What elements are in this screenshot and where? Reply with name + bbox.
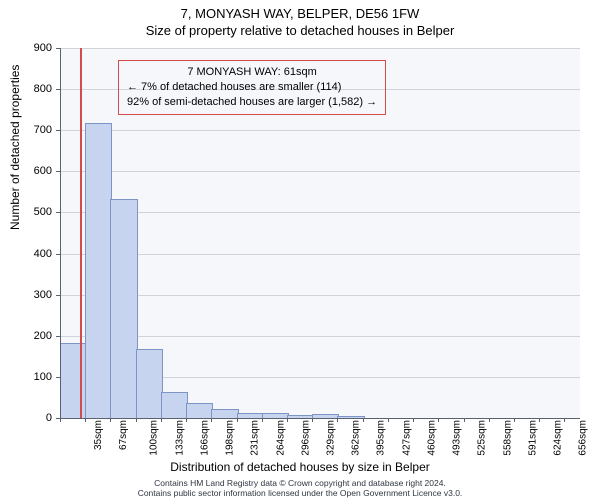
ytick-label: 200 (0, 330, 52, 342)
x-axis-line (60, 418, 580, 419)
xtick-mark (186, 418, 187, 422)
footer-line1: Contains HM Land Registry data © Crown c… (0, 478, 600, 488)
xtick-label: 329sqm (326, 420, 337, 456)
y-axis-line (60, 48, 61, 418)
gridline (60, 254, 580, 255)
xtick-label: 231sqm (250, 420, 261, 456)
xtick-mark (237, 418, 238, 422)
histogram-bar (136, 349, 163, 418)
xtick-mark (287, 418, 288, 422)
xtick-label: 100sqm (149, 420, 160, 456)
gridline (60, 212, 580, 213)
xtick-label: 198sqm (225, 420, 236, 456)
xtick-mark (110, 418, 111, 422)
chart-title-line2: Size of property relative to detached ho… (0, 21, 600, 38)
histogram-bar (186, 403, 213, 418)
xtick-label: 264sqm (275, 420, 286, 456)
xtick-label: 656sqm (578, 420, 589, 456)
xtick-label: 395sqm (376, 420, 387, 456)
xtick-mark (514, 418, 515, 422)
xtick-mark (564, 418, 565, 422)
gridline (60, 48, 580, 49)
xtick-mark (312, 418, 313, 422)
property-marker-line (80, 48, 82, 418)
xtick-label: 296sqm (300, 420, 311, 456)
gridline (60, 171, 580, 172)
chart-title-line1: 7, MONYASH WAY, BELPER, DE56 1FW (0, 0, 600, 21)
xtick-label: 460sqm (426, 420, 437, 456)
xtick-mark (539, 418, 540, 422)
footer-line2: Contains public sector information licen… (0, 488, 600, 498)
xtick-label: 591sqm (527, 420, 538, 456)
ytick-label: 600 (0, 165, 52, 177)
xtick-label: 525sqm (477, 420, 488, 456)
footer-attribution: Contains HM Land Registry data © Crown c… (0, 478, 600, 498)
info-box-line: 92% of semi-detached houses are larger (… (127, 95, 377, 110)
xtick-label: 166sqm (199, 420, 210, 456)
ytick-label: 700 (0, 124, 52, 136)
plot-area: 35sqm67sqm100sqm133sqm166sqm198sqm231sqm… (60, 48, 580, 418)
xtick-mark (363, 418, 364, 422)
ytick-label: 0 (0, 412, 52, 424)
gridline (60, 336, 580, 337)
info-box-line: 7 MONYASH WAY: 61sqm (127, 65, 377, 80)
xtick-label: 427sqm (401, 420, 412, 456)
histogram-bar (60, 343, 87, 418)
ytick-label: 300 (0, 289, 52, 301)
xtick-mark (85, 418, 86, 422)
chart-container: 7, MONYASH WAY, BELPER, DE56 1FW Size of… (0, 0, 600, 500)
xtick-label: 35sqm (93, 420, 104, 450)
xtick-mark (60, 418, 61, 422)
xtick-label: 133sqm (174, 420, 185, 456)
xtick-label: 493sqm (452, 420, 463, 456)
xtick-mark (262, 418, 263, 422)
xtick-mark (136, 418, 137, 422)
ytick-label: 800 (0, 83, 52, 95)
ytick-label: 100 (0, 371, 52, 383)
xtick-mark (489, 418, 490, 422)
gridline (60, 295, 580, 296)
ytick-label: 400 (0, 248, 52, 260)
xtick-mark (438, 418, 439, 422)
xtick-mark (161, 418, 162, 422)
info-box-line: ← 7% of detached houses are smaller (114… (127, 80, 377, 95)
xtick-mark (388, 418, 389, 422)
gridline (60, 130, 580, 131)
xtick-mark (413, 418, 414, 422)
histogram-bar (161, 392, 188, 418)
ytick-label: 900 (0, 42, 52, 54)
histogram-bar (211, 409, 238, 418)
xtick-mark (464, 418, 465, 422)
x-axis-label: Distribution of detached houses by size … (0, 460, 600, 474)
xtick-label: 362sqm (351, 420, 362, 456)
property-info-box: 7 MONYASH WAY: 61sqm← 7% of detached hou… (118, 60, 386, 115)
xtick-mark (337, 418, 338, 422)
xtick-label: 67sqm (118, 420, 129, 450)
ytick-label: 500 (0, 206, 52, 218)
xtick-label: 624sqm (553, 420, 564, 456)
xtick-mark (211, 418, 212, 422)
histogram-bar (110, 199, 137, 418)
histogram-bar (85, 123, 112, 418)
xtick-label: 558sqm (502, 420, 513, 456)
